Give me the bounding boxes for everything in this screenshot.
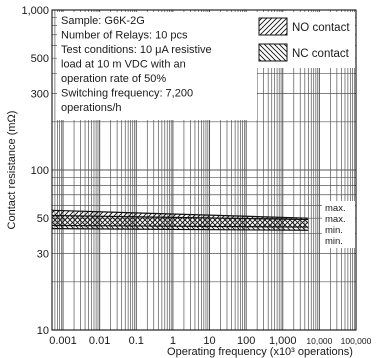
x-tick-label: 0.001 <box>49 335 77 347</box>
x-tick-label: 10,000 <box>306 336 332 346</box>
y-axis-ticks: 10 30 50 100 300 500 1,000 <box>21 5 49 337</box>
x-tick-label: 1 <box>170 335 176 347</box>
annotation-text: Sample: G6K-2G Number of Relays: 10 pcs Te… <box>61 15 212 114</box>
legend-swatch <box>258 17 288 36</box>
x-tick-label: 0.1 <box>129 335 144 347</box>
x-tick-label: 10 <box>203 335 215 347</box>
legend-label: NC contact <box>292 48 350 60</box>
plot-frame <box>51 9 357 331</box>
x-tick-label: 0.01 <box>89 335 110 347</box>
annotation-line: operation rate of 50% <box>61 73 166 85</box>
band-max-line <box>52 214 309 221</box>
y-tick-label: 300 <box>31 89 49 101</box>
y-tick-label: 500 <box>31 53 49 65</box>
max-min-labels: max.max.min.min. <box>322 201 355 248</box>
annotation-line: Number of Relays: 10 pcs <box>61 30 188 42</box>
x-tick-label: 100 <box>237 335 255 347</box>
end-label: min. <box>325 236 343 247</box>
annotation-line: operations/h <box>61 102 122 114</box>
band-nc-contact <box>52 215 309 231</box>
annotation-box <box>57 12 257 120</box>
y-tick-label: 1,000 <box>21 5 49 17</box>
y-tick-label: 50 <box>37 213 49 225</box>
x-axis-label: Operating frequency (x10³ operations) <box>167 346 353 358</box>
end-label: min. <box>325 225 343 236</box>
annotation-line: Test conditions: 10 μA resistive <box>61 44 212 56</box>
x-tick-label: 100,000 <box>341 336 372 346</box>
data-bands <box>52 209 309 231</box>
annotation-line: Switching frequency: 7,200 <box>61 88 193 100</box>
legend: NO contact NC contact <box>255 12 355 68</box>
x-axis-ticks: 0.001 0.01 0.1 1 10 100 1,000 10,000 100,000 <box>49 335 371 347</box>
legend-swatch <box>258 43 288 62</box>
band-min-line <box>52 228 309 231</box>
end-label: max. <box>325 203 346 214</box>
y-tick-label: 100 <box>31 165 49 177</box>
annotation-line: load at 10 m VDC with an <box>61 59 186 71</box>
end-label: max. <box>325 214 346 225</box>
y-tick-label: 10 <box>37 325 49 337</box>
y-tick-label: 30 <box>37 249 49 261</box>
x-tick-label: 1,000 <box>269 335 297 347</box>
y-axis-label: Contact resistance (mΩ) <box>6 111 18 230</box>
end-label-background <box>322 201 355 248</box>
band-max-line <box>52 209 309 219</box>
legend-label: NO contact <box>292 22 350 34</box>
annotation-line: Sample: G6K-2G <box>61 15 145 27</box>
